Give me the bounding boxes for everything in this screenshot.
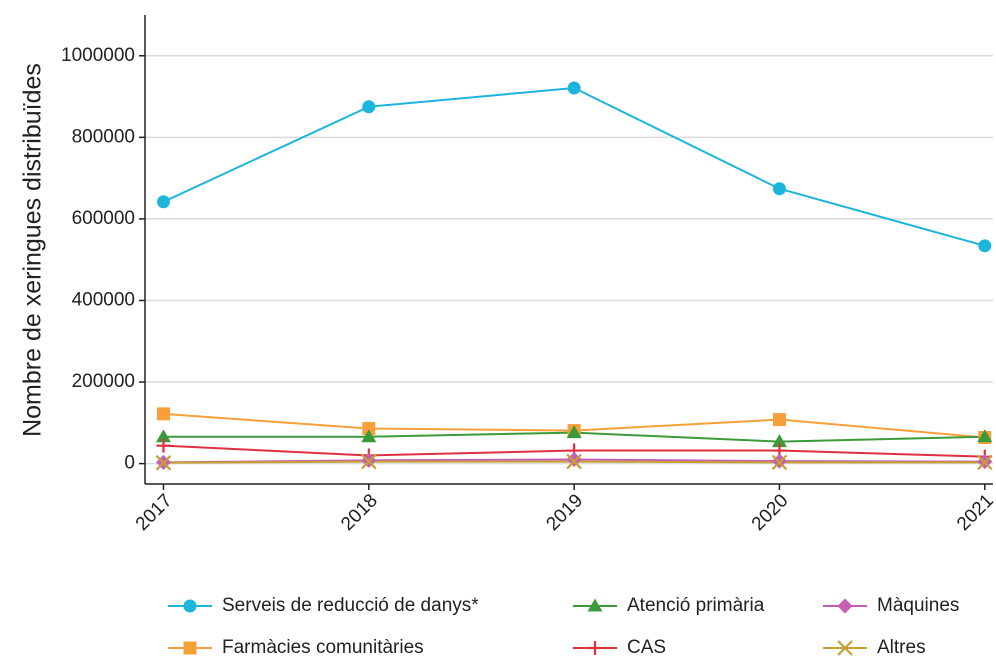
marker (362, 422, 376, 436)
series-line (163, 86, 986, 247)
y-tick-label: 1000000 (61, 45, 135, 66)
y-tick-label: 200000 (72, 371, 135, 392)
legend-marker (587, 598, 603, 612)
marker (771, 434, 787, 448)
x-tick-label: 2019 (542, 490, 587, 535)
marker (567, 81, 581, 95)
legend-marker (183, 641, 197, 655)
x-tick-label: 2018 (337, 490, 382, 535)
marker (361, 429, 377, 443)
marker (362, 100, 376, 114)
marker (977, 429, 993, 443)
legend-marker (837, 598, 853, 614)
x-tick-label: 2017 (132, 490, 177, 535)
marker (977, 454, 993, 471)
marker (978, 239, 992, 253)
marker (566, 453, 582, 470)
legend-marker (183, 599, 197, 613)
marker (156, 438, 171, 453)
y-axis-label: Nombre de xeringues distribuïdes (19, 63, 47, 437)
legend-marker (837, 640, 853, 656)
legend-label: Màquines (877, 595, 959, 616)
y-tick-label: 600000 (72, 208, 135, 229)
legend-label: Altres (877, 637, 926, 658)
legend-label: Atenció primària (627, 595, 765, 616)
x-tick-label: 2021 (953, 490, 996, 535)
marker (155, 455, 172, 471)
legend-marker (588, 641, 602, 655)
marker (566, 425, 582, 439)
marker (772, 413, 786, 427)
marker (156, 195, 170, 209)
x-tick-label: 2020 (748, 490, 793, 535)
legend-label: Serveis de reducció de danys* (222, 595, 479, 616)
marker (156, 407, 170, 421)
marker (566, 452, 582, 468)
marker (361, 453, 377, 470)
marker (771, 454, 788, 471)
y-tick-label: 0 (124, 453, 135, 474)
marker (772, 182, 786, 196)
legend-label: Farmàcies comunitàries (222, 637, 424, 658)
y-tick-label: 400000 (72, 289, 135, 310)
legend-label: CAS (627, 637, 666, 658)
marker (155, 429, 171, 443)
y-tick-label: 800000 (72, 126, 135, 147)
